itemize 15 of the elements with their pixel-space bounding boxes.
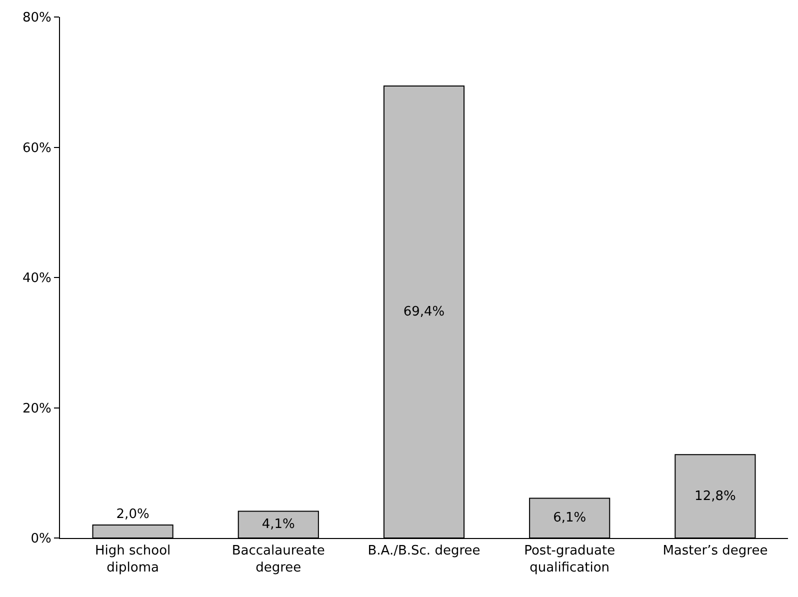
data-label: 6,1%: [553, 510, 586, 526]
x-tick-label: High school diploma: [94, 544, 171, 576]
y-tick-label: 80%: [22, 10, 52, 26]
x-tick-label: Master’s degree: [662, 544, 768, 559]
y-tick-label: 0%: [30, 532, 52, 547]
x-tick-label: Baccalaureate degree: [232, 544, 325, 576]
data-label: 4,1%: [262, 517, 295, 532]
data-label: 2,0%: [116, 506, 150, 522]
data-label: 69,4%: [403, 304, 445, 320]
y-tick-label: 40%: [22, 271, 52, 286]
y-tick-label: 60%: [22, 140, 52, 156]
x-tick-label: B.A./B.Sc. degree: [368, 544, 480, 559]
x-tick-label: Post-graduate qualification: [524, 544, 616, 576]
y-tick-label: 20%: [22, 401, 52, 416]
data-label: 12,8%: [694, 488, 736, 504]
